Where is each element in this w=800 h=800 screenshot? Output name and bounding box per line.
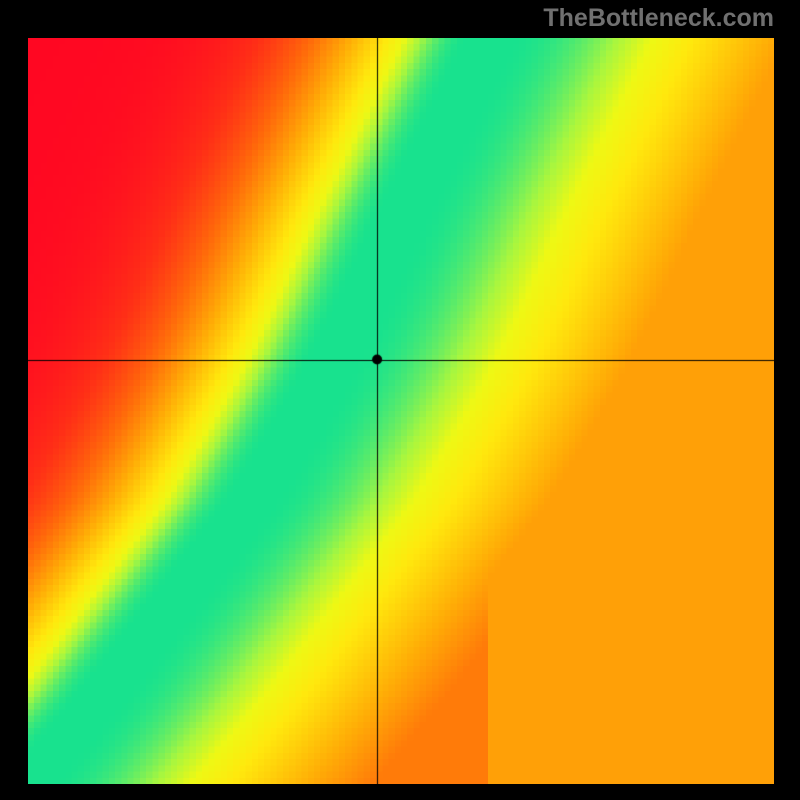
bottleneck-heatmap: [28, 38, 774, 784]
chart-container: TheBottleneck.com: [0, 0, 800, 800]
watermark-text: TheBottleneck.com: [543, 4, 774, 33]
